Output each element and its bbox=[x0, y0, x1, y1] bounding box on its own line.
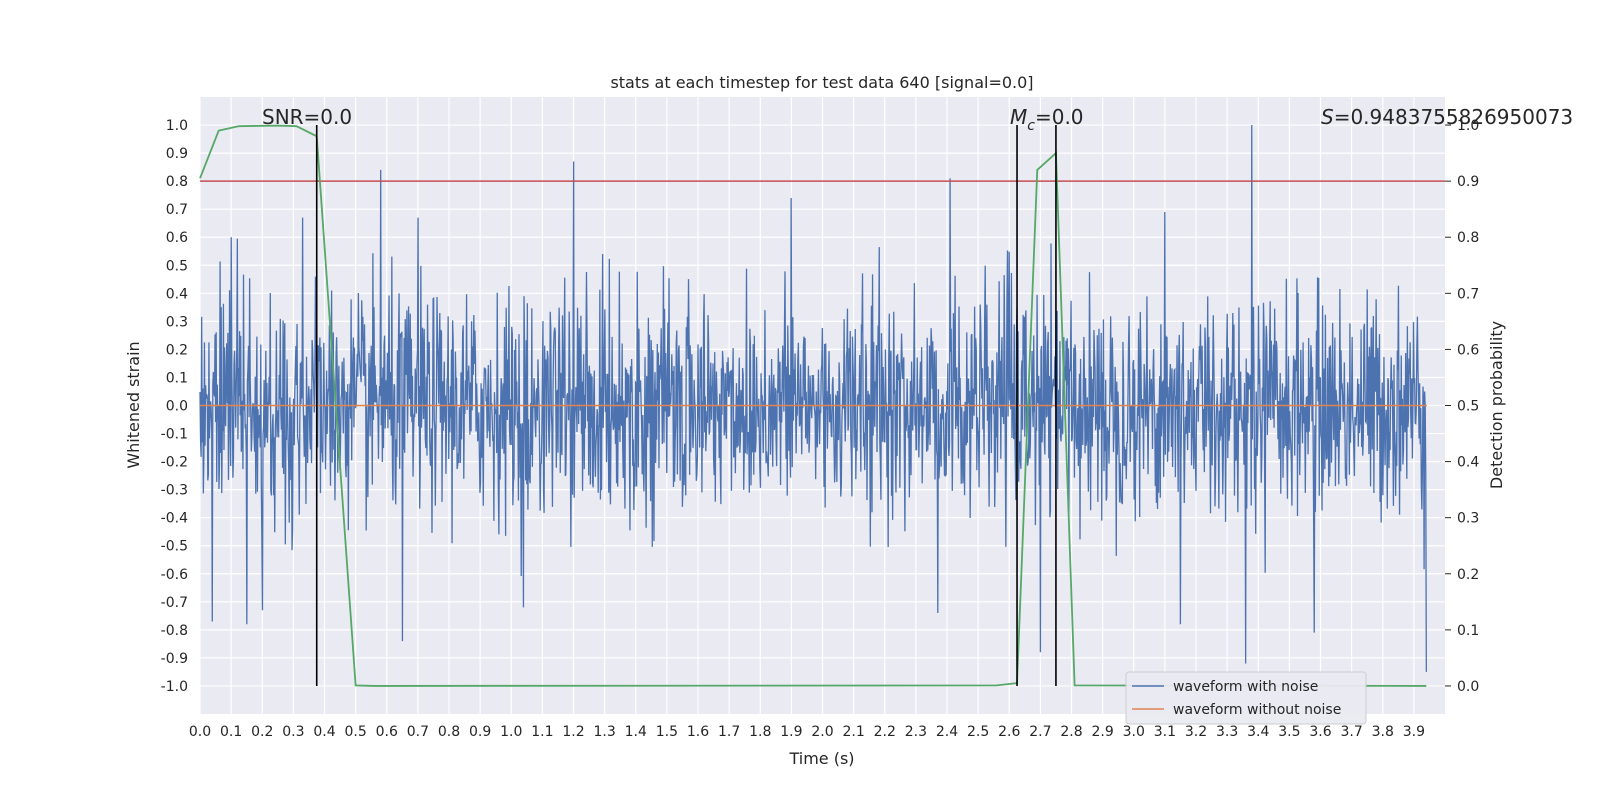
x-tick-label: 0.2 bbox=[251, 724, 273, 740]
y2-axis-title: Detection probability bbox=[1487, 321, 1506, 489]
y-tick-label: -0.2 bbox=[161, 455, 188, 471]
y2-tick-label: 0.7 bbox=[1457, 286, 1479, 302]
y2-tick-label: 0.0 bbox=[1457, 679, 1479, 695]
x-tick-label: 3.4 bbox=[1247, 724, 1269, 740]
x-tick-label: 1.5 bbox=[656, 724, 678, 740]
x-tick-label: 2.0 bbox=[811, 724, 833, 740]
y-tick-label: 0.8 bbox=[166, 174, 188, 190]
x-tick-label: 2.6 bbox=[998, 724, 1020, 740]
y2-tick-label: 0.5 bbox=[1457, 399, 1479, 415]
y-tick-label: 0.2 bbox=[166, 342, 188, 358]
score-value: =0.9483755826950073 bbox=[1334, 105, 1573, 129]
y2-tick-label: 0.2 bbox=[1457, 567, 1479, 583]
x-tick-label: 1.1 bbox=[531, 724, 553, 740]
plot-area bbox=[199, 124, 1445, 687]
x-tick-label: 3.5 bbox=[1278, 724, 1300, 740]
x-tick-label: 1.9 bbox=[780, 724, 802, 740]
y-tick-label: 0.6 bbox=[166, 230, 188, 246]
x-tick-label: 2.1 bbox=[842, 724, 864, 740]
y-tick-label: 0.7 bbox=[166, 202, 188, 218]
x-tick-label: 3.8 bbox=[1372, 724, 1394, 740]
chirp-mass-annotation: Mc=0.0 bbox=[1010, 105, 1084, 134]
y-tick-label: -1.0 bbox=[161, 679, 188, 695]
y-tick-label: 0.3 bbox=[166, 314, 188, 330]
chirp-mass-value: =0.0 bbox=[1035, 105, 1084, 129]
x-tick-label: 2.5 bbox=[967, 724, 989, 740]
chirp-mass-symbol: M bbox=[1010, 105, 1027, 129]
x-tick-label: 2.4 bbox=[936, 724, 958, 740]
y-tick-label: -0.7 bbox=[161, 595, 188, 611]
x-tick-label: 1.3 bbox=[593, 724, 615, 740]
y-tick-label: -0.4 bbox=[161, 511, 188, 527]
x-tick-label: 3.2 bbox=[1185, 724, 1207, 740]
score-annotation: S=0.9483755826950073 bbox=[1321, 105, 1573, 129]
legend-box bbox=[1125, 671, 1367, 725]
y-tick-label: -0.9 bbox=[161, 651, 188, 667]
x-tick-label: 1.6 bbox=[687, 724, 709, 740]
y-tick-label: -0.1 bbox=[161, 427, 188, 443]
axes: 0.0 0.1 0.2 0.3 0.4 0.5 0.6 0.7 0.8 0.9 1.0 1.1 1.2 1… bbox=[161, 118, 1480, 740]
x-tick-label: 0.4 bbox=[313, 724, 335, 740]
legend-label-noise: waveform with noise bbox=[1173, 679, 1318, 695]
x-axis-title: Time (s) bbox=[788, 749, 854, 768]
x-tick-label: 0.7 bbox=[407, 724, 429, 740]
x-tick-label: 3.7 bbox=[1340, 724, 1362, 740]
x-tick-label: 3.1 bbox=[1154, 724, 1176, 740]
x-tick-label: 1.8 bbox=[749, 724, 771, 740]
chirp-mass-subscript: c bbox=[1027, 118, 1035, 134]
y-tick-label: 0.5 bbox=[166, 258, 188, 274]
score-symbol: S bbox=[1321, 105, 1334, 129]
y-tick-label: -0.5 bbox=[161, 539, 188, 555]
x-tick-label: 1.4 bbox=[625, 724, 647, 740]
y2-tick-label: 0.6 bbox=[1457, 342, 1479, 358]
x-tick-label: 0.1 bbox=[220, 724, 242, 740]
y2-tick-label: 0.8 bbox=[1457, 230, 1479, 246]
y-tick-label: 0.9 bbox=[166, 146, 188, 162]
x-tick-label: 0.6 bbox=[376, 724, 398, 740]
x-tick-label: 3.6 bbox=[1309, 724, 1331, 740]
chart-title: stats at each timestep for test data 640… bbox=[610, 73, 1033, 92]
legend: waveform with noise waveform without noi… bbox=[1125, 671, 1367, 725]
x-tick-label: 3.9 bbox=[1403, 724, 1425, 740]
y-tick-label: 0.1 bbox=[166, 370, 188, 386]
x-tick-label: 2.2 bbox=[874, 724, 896, 740]
y-tick-label: -0.6 bbox=[161, 567, 188, 583]
x-tick-label: 2.7 bbox=[1029, 724, 1051, 740]
y-tick-label: -0.3 bbox=[161, 483, 188, 499]
x-tick-label: 0.5 bbox=[344, 724, 366, 740]
x-tick-label: 0.9 bbox=[469, 724, 491, 740]
y-tick-label: 1.0 bbox=[166, 118, 188, 134]
y-tick-label: 0.0 bbox=[166, 399, 188, 415]
x-tick-label: 2.3 bbox=[905, 724, 927, 740]
x-tick-label: 2.8 bbox=[1060, 724, 1082, 740]
x-tick-label: 1.7 bbox=[718, 724, 740, 740]
x-tick-label: 3.3 bbox=[1216, 724, 1238, 740]
x-tick-label: 1.2 bbox=[562, 724, 584, 740]
x-tick-label: 0.0 bbox=[189, 724, 211, 740]
series-waveform-with-noise bbox=[199, 125, 1427, 672]
series-detection-probability bbox=[199, 124, 1427, 687]
y2-tick-label: 0.9 bbox=[1457, 174, 1479, 190]
snr-annotation: SNR=0.0 bbox=[262, 105, 352, 129]
y-tick-label: 0.4 bbox=[166, 286, 188, 302]
y2-tick-label: 1.0 bbox=[1457, 118, 1479, 134]
legend-label-clean: waveform without noise bbox=[1173, 702, 1341, 718]
x-tick-label: 0.8 bbox=[438, 724, 460, 740]
x-tick-label: 3.0 bbox=[1123, 724, 1145, 740]
y-axis-title: Whitened strain bbox=[124, 341, 143, 468]
y2-tick-label: 0.1 bbox=[1457, 623, 1479, 639]
x-tick-label: 0.3 bbox=[282, 724, 304, 740]
y-tick-label: -0.8 bbox=[161, 623, 188, 639]
y2-tick-label: 0.3 bbox=[1457, 511, 1479, 527]
x-tick-label: 1.0 bbox=[500, 724, 522, 740]
y2-tick-label: 0.4 bbox=[1457, 455, 1479, 471]
x-tick-label: 2.9 bbox=[1091, 724, 1113, 740]
